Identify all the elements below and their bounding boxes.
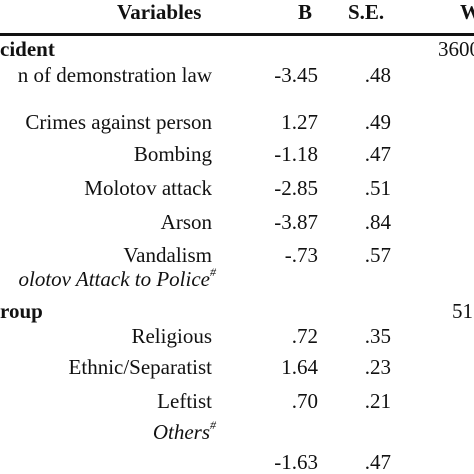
row-b: .70 [291, 389, 318, 413]
row-se: .47 [364, 450, 391, 474]
row-se: .51 [364, 176, 391, 200]
reference-category-label: olotov Attack to Police# [18, 265, 216, 291]
row-b: .72 [291, 324, 318, 348]
row-label: n of demonstration law [17, 63, 212, 87]
reference-category-mark: # [210, 418, 216, 432]
row-se: .21 [364, 389, 391, 413]
row-b: -1.18 [274, 142, 318, 166]
row-se: .57 [364, 243, 391, 267]
header-b: B [298, 0, 313, 24]
row-b: -3.45 [274, 63, 318, 87]
section-group-label: roup [0, 299, 43, 323]
row-se: .84 [364, 210, 391, 234]
section-incident-w: 3600 [438, 37, 474, 61]
row-b: -3.87 [274, 210, 318, 234]
row-label: Bombing [133, 142, 212, 166]
reference-category-mark: # [210, 265, 216, 279]
row-se: .35 [364, 324, 391, 348]
reference-category-label: Others# [152, 418, 216, 444]
row-b: 1.64 [281, 355, 318, 379]
row-b: -2.85 [274, 176, 318, 200]
row-b: -1.63 [274, 450, 318, 474]
header-variables: Variables [117, 0, 202, 24]
row-se: .23 [364, 355, 391, 379]
row-b: 1.27 [281, 110, 318, 134]
row-se: .47 [364, 142, 391, 166]
header-w: W [460, 0, 474, 24]
row-label: Religious [131, 324, 212, 348]
row-label: Ethnic/Separatist [68, 355, 212, 379]
row-label: Leftist [157, 389, 212, 413]
header-se: S.E. [348, 0, 385, 24]
section-incident-label: cident [0, 37, 55, 61]
row-label: Crimes against person [25, 110, 212, 134]
row-b: -.73 [284, 243, 318, 267]
header-rule [0, 33, 474, 36]
row-label: Vandalism [123, 243, 212, 267]
row-se: .48 [364, 63, 391, 87]
reference-category-text: Others [152, 420, 210, 444]
row-label: Molotov attack [84, 176, 212, 200]
row-label: Arson [160, 210, 212, 234]
reference-category-text: olotov Attack to Police [18, 267, 210, 291]
section-group-w: 51 [452, 299, 473, 323]
row-se: .49 [364, 110, 391, 134]
